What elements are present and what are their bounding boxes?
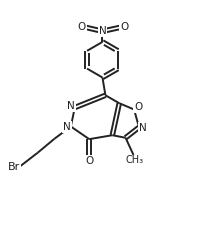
Text: N: N [99, 26, 106, 36]
Text: N: N [63, 122, 71, 132]
Text: O: O [85, 156, 93, 166]
Text: CH₃: CH₃ [125, 155, 143, 165]
Text: O: O [120, 22, 128, 32]
Text: N: N [67, 101, 75, 111]
Text: O: O [78, 22, 86, 32]
Text: N: N [139, 123, 147, 133]
Text: Br: Br [8, 162, 20, 172]
Text: O: O [134, 102, 142, 112]
